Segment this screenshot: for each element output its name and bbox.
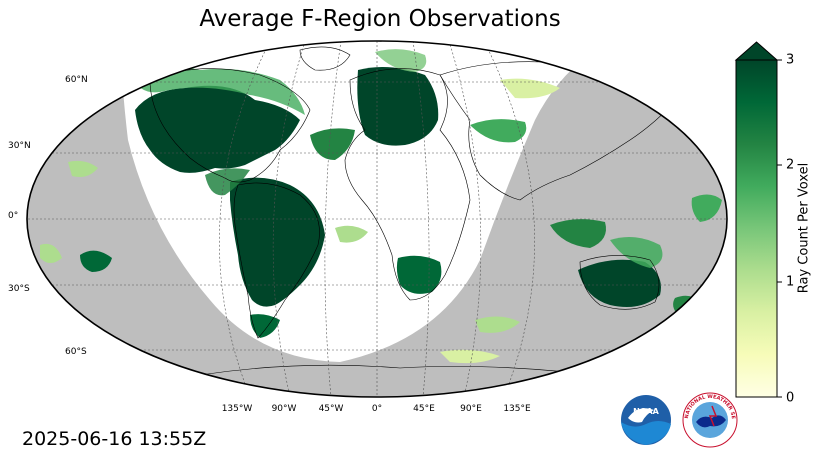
patch-australia-rim xyxy=(610,236,663,268)
gridline-lon-90w xyxy=(272,41,306,397)
patch-southern-ocean xyxy=(440,349,500,364)
patch-mid-atlantic xyxy=(335,225,368,243)
colorbar-tick-label-0: 0 xyxy=(786,390,795,406)
patch-west-atlantic-south xyxy=(40,243,62,263)
coast-australia xyxy=(579,255,660,310)
colorbar-label: Ray Count Per Voxel xyxy=(796,162,812,294)
patch-south-america xyxy=(230,177,325,307)
colorbar-gradient xyxy=(735,59,778,398)
globe-outline xyxy=(26,40,728,398)
lon-label-45w: 45°W xyxy=(318,404,344,414)
lon-label-45e: 45°E xyxy=(413,404,435,414)
lat-label-0: 0° xyxy=(8,211,19,221)
patch-pacific-north xyxy=(68,160,98,177)
gridline-lon-45w xyxy=(324,41,342,397)
colorbar-extend-arrow xyxy=(734,41,779,61)
coast-north-america xyxy=(149,68,311,183)
lon-label-90w: 90°W xyxy=(271,404,297,414)
patch-indian-ocean xyxy=(475,316,520,333)
lon-label-0: 0° xyxy=(371,404,383,414)
patch-patagonia xyxy=(250,314,280,338)
noaa-logo: NOAA xyxy=(621,395,671,445)
map-title: Average F-Region Observations xyxy=(199,6,561,32)
coast-antarctica xyxy=(199,364,621,379)
lon-label-135w: 135°W xyxy=(221,404,253,414)
patch-north-america xyxy=(135,85,300,173)
patch-australia xyxy=(578,259,661,308)
patch-east-pacific xyxy=(691,194,722,222)
patch-siberia xyxy=(500,78,560,99)
noaa-logo-text: NOAA xyxy=(633,407,659,416)
patch-east-asia xyxy=(470,119,527,143)
lat-label-60n: 60°N xyxy=(65,75,88,85)
patch-europe-rim xyxy=(375,49,427,72)
coast-greenland xyxy=(299,46,351,71)
lon-label-90e: 90°E xyxy=(460,404,482,414)
lon-label-135e: 135°E xyxy=(503,404,531,414)
colorbar-tick-label-2: 2 xyxy=(786,157,795,173)
patch-south-america-rim xyxy=(205,168,250,196)
observation-patches xyxy=(40,49,722,364)
timestamp: 2025-06-16 13:55Z xyxy=(22,428,207,450)
gridline-lon-90e xyxy=(448,41,482,397)
lat-label-30n: 30°N xyxy=(8,141,31,151)
patch-europe xyxy=(357,66,439,146)
nws-logo: NATIONAL WEATHER SERVICE xyxy=(682,392,738,448)
coast-europe-africa xyxy=(344,68,471,301)
lat-label-30s: 30°S xyxy=(8,284,30,294)
patch-south-africa xyxy=(396,255,442,294)
colorbar-tick-label-1: 1 xyxy=(786,274,795,290)
gridline-lon-45e xyxy=(412,41,430,397)
coast-south-america xyxy=(233,182,320,339)
patch-atlantic xyxy=(310,128,355,160)
lat-label-60s: 60°S xyxy=(65,347,87,357)
patch-west-pacific xyxy=(80,250,112,272)
colorbar-tick-label-3: 3 xyxy=(786,52,795,68)
patch-north-america-rim xyxy=(130,66,305,115)
patch-indonesia xyxy=(550,219,606,248)
